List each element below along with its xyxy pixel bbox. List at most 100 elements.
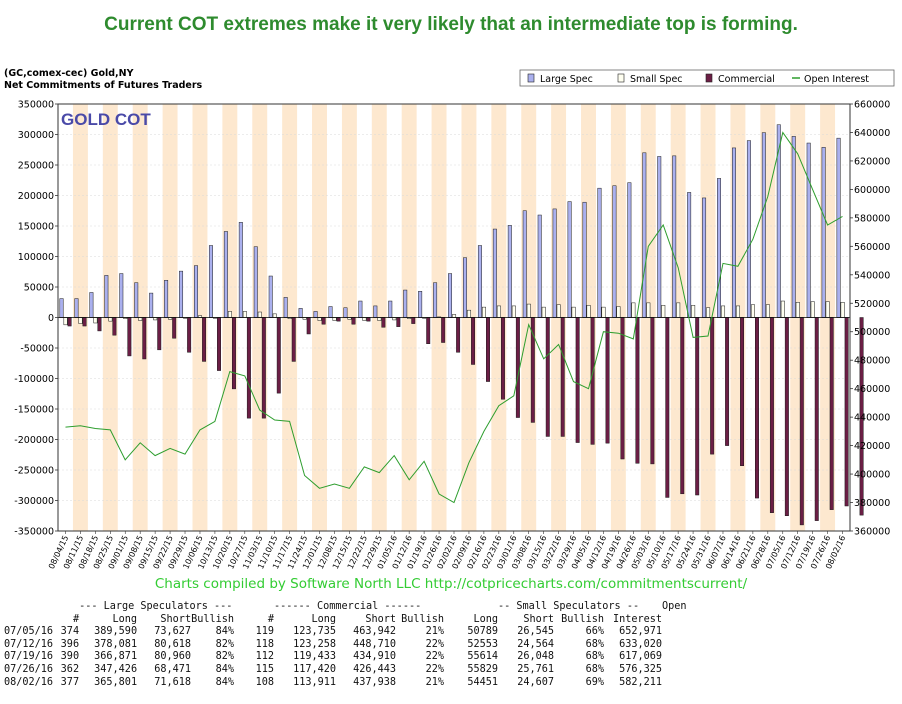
bar-large-spec xyxy=(791,136,796,318)
table-cell xyxy=(4,614,53,627)
legend-label: Small Spec xyxy=(630,74,683,85)
bar-commercial xyxy=(351,317,356,325)
bar-large-spec xyxy=(821,147,826,318)
bar-large-spec xyxy=(373,305,378,318)
table-cell: 396 xyxy=(60,638,80,650)
bar-small-spec xyxy=(571,306,576,318)
bar-large-spec xyxy=(537,214,542,318)
bar-small-spec xyxy=(825,301,830,318)
bar-large-spec xyxy=(208,245,213,318)
left-tick-label: 350000 xyxy=(18,100,54,111)
table-row: 07/19/16 390 366,871 80,960 82% 112 119,433 434… xyxy=(4,651,687,664)
legend-label: Large Spec xyxy=(540,74,593,85)
table-cell: 68% xyxy=(585,663,605,675)
table-cell: Bullish xyxy=(191,613,235,625)
table-row: 07/12/16 396 378,081 80,618 82% 118 123,258 448… xyxy=(4,639,687,652)
bar-commercial xyxy=(306,317,311,335)
table-row: 07/05/16 374 389,590 73,627 84% 119 123,735 463… xyxy=(4,626,687,639)
bar-commercial xyxy=(426,317,431,344)
bar-large-spec xyxy=(507,225,512,318)
bar-large-spec xyxy=(403,289,408,318)
bar-large-spec xyxy=(731,147,736,318)
bar-commercial xyxy=(217,317,221,371)
bar-small-spec xyxy=(227,311,232,318)
bar-commercial xyxy=(127,317,132,357)
table-cell: 50789 xyxy=(467,626,499,638)
bar-commercial xyxy=(680,317,685,495)
table-cell: 390 xyxy=(60,651,80,663)
bar-large-spec xyxy=(268,275,273,318)
table-cell: 378,081 xyxy=(94,638,138,650)
bar-commercial xyxy=(276,317,281,394)
bar-large-spec xyxy=(119,273,124,318)
bar-small-spec xyxy=(332,317,337,321)
table-cell: 22% xyxy=(425,651,445,663)
bar-commercial xyxy=(246,317,251,419)
bar-small-spec xyxy=(272,313,277,318)
table-cell: 84% xyxy=(215,676,235,688)
bar-commercial xyxy=(814,317,819,521)
bar-small-spec xyxy=(511,305,516,318)
bar-commercial xyxy=(97,317,102,332)
bar-commercial xyxy=(859,317,864,516)
bar-large-spec xyxy=(657,156,662,318)
x-axis: 08/04/1508/11/1508/18/1508/25/1509/01/15… xyxy=(47,531,847,570)
bar-small-spec xyxy=(646,302,651,318)
table-cell: 84% xyxy=(215,663,235,675)
bar-large-spec xyxy=(59,298,64,318)
table-cell: 437,938 xyxy=(353,676,397,688)
chart-title-line-2: Net Commitments of Futures Traders xyxy=(4,80,203,91)
bar-commercial xyxy=(411,317,416,324)
table-cell: 22% xyxy=(425,663,445,675)
bar-large-spec xyxy=(477,245,482,318)
table-cell: Short xyxy=(365,613,397,625)
bar-large-spec xyxy=(463,257,467,318)
table-cell: 582,211 xyxy=(619,676,663,688)
bar-large-spec xyxy=(433,282,438,318)
bar-large-spec xyxy=(418,291,423,318)
table-cell: 08/02/16 xyxy=(4,676,54,688)
table-cell: 123,258 xyxy=(293,638,337,650)
bar-small-spec xyxy=(63,317,68,326)
legend-swatch-small-spec xyxy=(617,73,625,83)
bar-commercial xyxy=(82,317,87,327)
table-cell: 80,618 xyxy=(154,638,192,650)
bar-commercial xyxy=(187,317,192,353)
bar-commercial xyxy=(650,317,655,465)
bar-small-spec xyxy=(616,306,621,318)
table-cell: 82% xyxy=(215,638,235,650)
table-cell: 377 xyxy=(60,676,80,688)
right-tick-label: 360000 xyxy=(854,527,890,538)
left-tick-label: -300000 xyxy=(14,496,54,507)
bar-large-spec xyxy=(358,300,363,318)
table-cell: 123,735 xyxy=(293,626,337,638)
table-cell: 362 xyxy=(60,663,80,675)
bar-small-spec xyxy=(691,305,696,318)
table-header-columns: # Long Short Bullish # Long Short Bullish Long Sh… xyxy=(4,614,687,627)
bar-commercial xyxy=(381,317,386,328)
bar-commercial xyxy=(291,317,296,362)
bar-commercial xyxy=(456,317,461,353)
table-cell: 68% xyxy=(585,638,605,650)
bar-large-spec xyxy=(522,210,527,318)
bar-large-spec xyxy=(597,187,602,318)
bar-commercial xyxy=(261,317,266,419)
bar-large-spec xyxy=(164,280,169,318)
table-cell: 07/19/16 xyxy=(4,651,54,663)
bar-commercial xyxy=(605,317,610,444)
right-tick-label: 640000 xyxy=(854,128,890,139)
table-cell: Interest xyxy=(612,613,663,625)
bar-large-spec xyxy=(388,300,393,318)
bar-large-spec xyxy=(702,197,707,318)
right-axis: 660000 640000 620000 600000 580000 560000 5400… xyxy=(850,100,890,538)
table-cell: 68% xyxy=(585,651,605,663)
table-cell: 82% xyxy=(215,651,235,663)
open-interest-line xyxy=(65,131,843,504)
right-tick-label: 560000 xyxy=(854,242,890,253)
table-cell: # xyxy=(267,613,275,625)
bar-commercial xyxy=(67,317,72,327)
left-tick-label: -150000 xyxy=(14,405,54,416)
table-cell: 448,710 xyxy=(353,638,397,650)
bar-large-spec xyxy=(223,231,228,318)
